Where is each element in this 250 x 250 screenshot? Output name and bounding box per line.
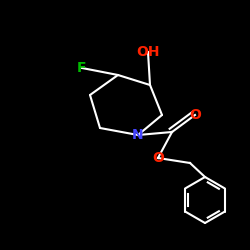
Text: F: F [77, 61, 87, 75]
Text: O: O [152, 151, 164, 165]
Text: O: O [189, 108, 201, 122]
Text: OH: OH [136, 45, 160, 59]
Text: N: N [132, 128, 144, 142]
